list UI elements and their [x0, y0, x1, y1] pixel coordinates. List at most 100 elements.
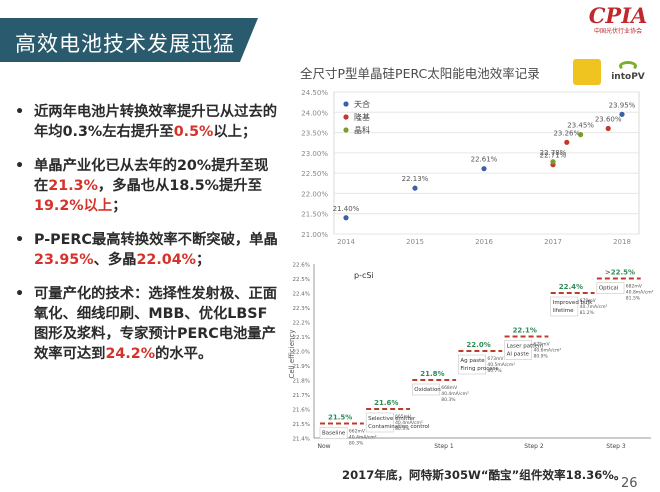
y-tick-label: 23.00% — [301, 150, 328, 158]
legend-label: 晶科 — [354, 125, 370, 135]
step-value: 21.5% — [328, 414, 352, 422]
data-label: 23.95% — [609, 101, 636, 109]
data-label: 23.45% — [567, 122, 594, 130]
data-point — [619, 111, 625, 117]
y-tick-label: 22.0% — [293, 350, 310, 356]
y-tick-label: 24.00% — [301, 109, 328, 117]
efficiency-record-chart: 24.50% 24.00% 23.50% 23.00% 22.50% 22.00% 21.5… — [301, 89, 640, 246]
y-tick-label: 22.3% — [293, 306, 310, 312]
logo-text: CPIA — [588, 3, 648, 28]
data-label: 22.78% — [540, 149, 567, 157]
step-value: >22.5% — [605, 269, 635, 277]
data-point — [412, 185, 418, 191]
bullet-icon: • — [15, 232, 25, 248]
caption: 2017年底，阿特斯305W“酷宝”组件效率18.36%。 — [342, 468, 626, 482]
bullet-text: 近两年电池片转换效率提升已从过去的年均0.3%左右提升至 — [34, 104, 278, 140]
data-label: 21.40% — [333, 205, 360, 213]
step-value: 21.6% — [374, 399, 398, 407]
y-tick-label: 22.6% — [293, 263, 310, 269]
bullet-item: • 可量产化的技术：选择性发射极、正面氧化、细线印刷、MBB、优化LBSF图形及浆… — [14, 284, 278, 364]
legend-marker — [343, 127, 349, 133]
step-label: Optical — [599, 286, 619, 292]
legend-label: 隆基 — [354, 112, 370, 122]
x-tick-label: Step 2 — [524, 443, 544, 450]
step-detail: 678mV — [580, 298, 597, 304]
y-tick-label: 21.6% — [293, 408, 310, 414]
step-label: Oxidation — [414, 387, 441, 393]
data-label: 22.61% — [471, 156, 498, 164]
step-detail: 40.5mA/cm² — [487, 362, 515, 368]
step-detail: 80.3% — [441, 397, 456, 403]
step-value: 22.0% — [466, 341, 490, 349]
plot-area — [333, 91, 640, 235]
step-detail: 80.9% — [534, 354, 549, 360]
bullet-icon: • — [15, 286, 25, 302]
intopv-logo-text: intoPV — [611, 72, 645, 82]
intopv-logo: intoPV — [605, 61, 651, 85]
slide-title: 高效电池技术发展迅猛 — [15, 32, 235, 56]
step-value: 22.1% — [513, 327, 537, 335]
bullet-item: • 近两年电池片转换效率提升已从过去的年均0.3%左右提升至0.5%以上； — [14, 102, 278, 142]
step-detail: 40.4mA/cm² — [349, 435, 377, 441]
legend-marker — [343, 101, 349, 107]
data-point — [481, 166, 487, 172]
step-detail: 40.6mA/cm² — [534, 348, 562, 354]
y-tick-label: 23.50% — [301, 130, 328, 138]
legend-label: 天合 — [354, 99, 370, 109]
step-label: Firing process — [460, 366, 498, 372]
step-label: lifetime — [553, 308, 574, 314]
step-value: 21.8% — [420, 370, 444, 378]
step-label: Laser pattern — [507, 344, 544, 350]
bullet-text: 以上； — [213, 124, 257, 140]
bullet-icon: • — [15, 158, 25, 174]
step-detail: 80.7% — [487, 368, 502, 374]
bullet-text: ； — [112, 198, 127, 214]
y-tick-label: 22.50% — [301, 170, 328, 178]
step-label: Improved bulk — [553, 300, 593, 306]
step-label: Ag paste — [460, 358, 485, 364]
step-detail: 665mV — [395, 414, 412, 420]
x-tick-label: Step 1 — [434, 443, 454, 450]
page-number: 26 — [621, 476, 638, 491]
y-tick-label: 21.9% — [293, 364, 310, 370]
cpia-logo: CPIA 中国光伏行业协会 — [583, 4, 653, 46]
step-detail: 40.4mA/cm² — [395, 420, 423, 426]
bullet-icon: • — [15, 104, 25, 120]
logo-subtext: 中国光伏行业协会 — [593, 28, 642, 35]
chart1-title: 全尺寸P型单晶硅PERC太阳能电池效率记录 — [300, 66, 540, 81]
bullet-text: ； — [196, 252, 211, 268]
bullet-text: ，多晶也从18.5%提升至 — [97, 178, 262, 194]
trina-logo-icon — [573, 59, 601, 85]
bullet-list: • 近两年电池片转换效率提升已从过去的年均0.3%左右提升至0.5%以上； • 单晶产… — [14, 102, 278, 378]
step-value: 22.4% — [559, 283, 583, 291]
y-tick-label: 21.00% — [301, 231, 328, 239]
y-axis-label: Cell efficiency — [288, 330, 296, 379]
bullet-text: 单晶产业化已从去年的20%提升至现在 — [34, 158, 269, 194]
x-tick-label: 2016 — [475, 238, 493, 246]
data-point — [564, 139, 570, 145]
highlight-value: 0.5% — [173, 124, 214, 140]
highlight-value: 22.04% — [136, 252, 197, 268]
step-detail: 662mV — [349, 429, 366, 435]
step-detail: 40.7mA/cm² — [580, 304, 608, 310]
y-tick-label: 21.5% — [293, 422, 310, 428]
step-detail: 675mV — [534, 342, 551, 348]
bullet-item: • P-PERC最高转换效率不断突破，单晶 23.95%、多晶22.04%； — [14, 230, 278, 270]
step-label-box — [319, 427, 348, 439]
bullet-text: 可量产化的技术：选择性发射极、正面氧化、细线印刷、MBB、优化LBSF图形及浆料… — [34, 286, 278, 362]
highlight-value: 19.2%以上 — [34, 198, 113, 214]
chart-subtitle: p-cSi — [354, 271, 374, 280]
step-detail: 81.2% — [580, 310, 595, 316]
highlight-value: 23.95% — [34, 252, 94, 268]
y-tick-label: 22.4% — [293, 292, 310, 298]
step-detail: 80.3% — [395, 426, 410, 432]
x-tick-label: 2017 — [544, 238, 562, 246]
y-tick-label: 22.00% — [301, 190, 328, 198]
data-label: 23.60% — [595, 116, 622, 124]
y-tick-label: 21.7% — [293, 393, 310, 399]
data-point — [578, 132, 584, 138]
bullet-text: 、多晶 — [93, 252, 137, 268]
y-tick-label: 21.50% — [301, 211, 328, 219]
x-tick-label: Step 3 — [606, 443, 626, 450]
